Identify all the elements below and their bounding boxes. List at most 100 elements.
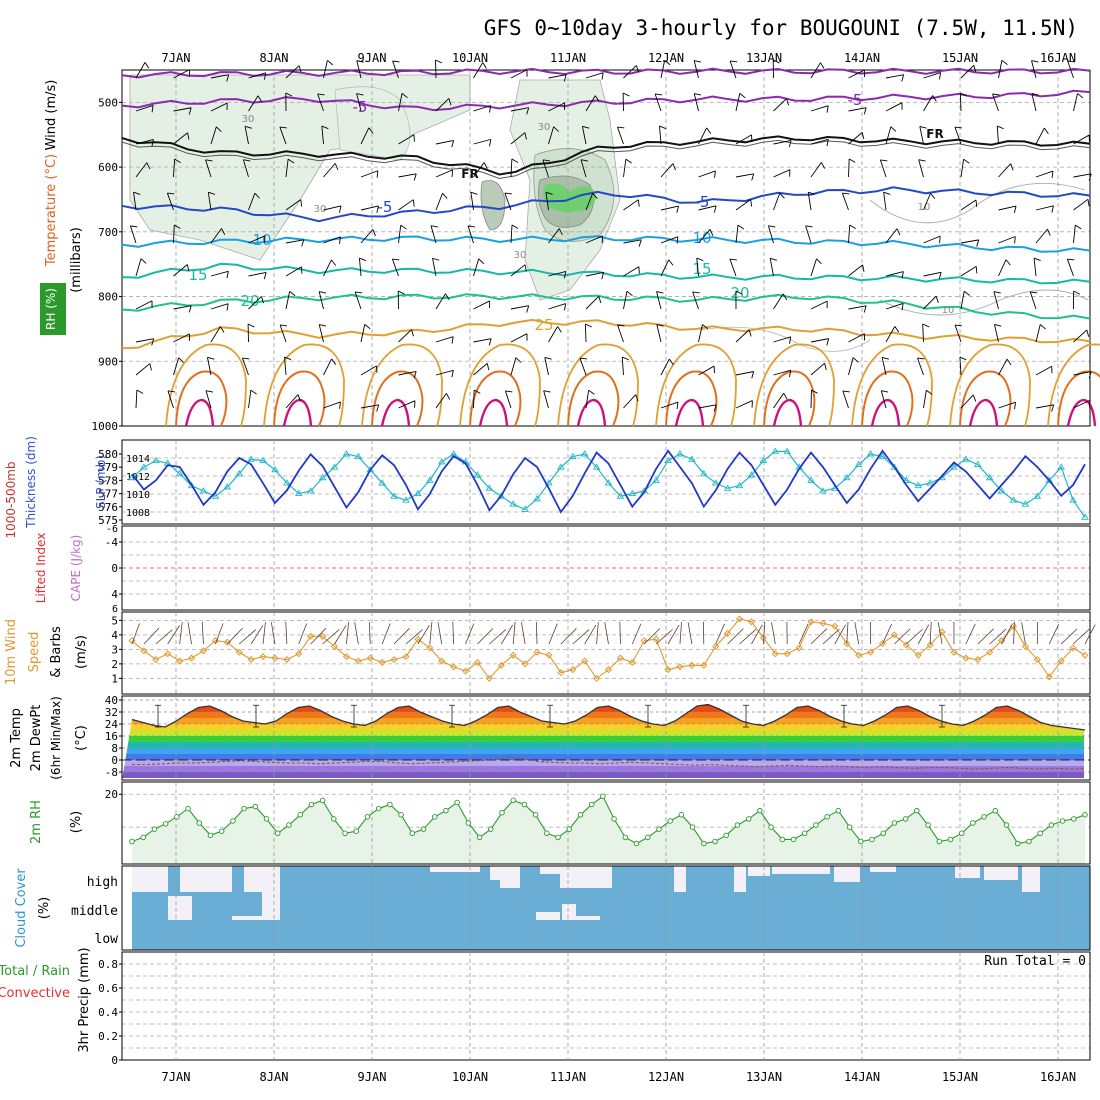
wind-barb — [285, 239, 304, 244]
wind-barb — [604, 622, 609, 645]
wind-speed-point — [724, 629, 732, 637]
isotherm-25-loop — [753, 343, 835, 427]
ylabel-2m-temp: 2m Temp — [9, 708, 24, 768]
wind-barb-flag — [526, 305, 530, 313]
wind-barb — [173, 107, 192, 112]
y-tick-label: 2 — [111, 658, 118, 671]
wind-barb — [279, 324, 287, 343]
wind-barb — [452, 622, 455, 645]
wind-barb-flag — [939, 72, 942, 80]
date-label-top: 15JAN — [942, 51, 978, 65]
wind-barb — [360, 205, 379, 211]
wind-barb — [317, 93, 324, 112]
thickness-point — [509, 500, 517, 507]
wind-barb — [762, 622, 766, 645]
date-label-top: 13JAN — [746, 51, 782, 65]
y-tick-label: 0 — [111, 754, 118, 767]
wind-barb — [822, 628, 840, 645]
rh-point — [701, 840, 707, 847]
wind-barb-flag — [954, 324, 963, 327]
thickness-point — [485, 484, 494, 491]
rh-point — [409, 830, 416, 837]
wind-barb-flag — [617, 126, 625, 129]
rh-point — [633, 840, 640, 847]
wind-barb — [473, 105, 491, 112]
wind-barb — [1073, 225, 1076, 244]
wind-barb — [510, 333, 528, 343]
wind-barb-flag — [400, 224, 407, 230]
wind-barb — [619, 621, 621, 645]
thickness-point — [271, 465, 279, 473]
thickness-point — [664, 456, 672, 464]
isotherm-label: FR — [926, 127, 943, 141]
wind-barb-flag — [467, 225, 476, 228]
wind-barb-flag — [563, 271, 567, 279]
wind-barb-flag — [729, 258, 737, 261]
wind-barb-flag — [300, 199, 303, 207]
rh-point — [174, 814, 180, 820]
rh-point — [958, 830, 965, 837]
wind-barb — [210, 126, 217, 145]
wind-barb-flag — [1030, 291, 1038, 294]
wind-barb-flag — [392, 60, 400, 63]
wind-barb-flag — [413, 173, 417, 181]
wind-barb-flag — [412, 199, 415, 207]
rh-point — [656, 826, 662, 832]
wind-barb-flag — [178, 357, 184, 363]
wind-barb — [143, 627, 160, 645]
thickness-point — [1069, 496, 1077, 503]
thickness-point — [997, 487, 1006, 494]
wind-barb — [346, 622, 350, 645]
date-label-top: 16JAN — [1040, 51, 1076, 65]
wind-barb-flag — [773, 59, 780, 64]
rh-point — [230, 818, 236, 824]
wind-barb-flag — [392, 258, 400, 261]
wind-speed-point — [902, 641, 910, 649]
thickness-point — [735, 481, 744, 489]
wind-barb-flag — [882, 356, 890, 360]
wind-barb-flag — [692, 291, 700, 294]
wind-speed-point — [783, 650, 791, 658]
rh-point — [678, 812, 685, 818]
wind-barb-flag — [863, 107, 867, 115]
wind-barb-flag — [849, 224, 856, 230]
wind-barb-flag — [659, 125, 667, 130]
thickness-point — [652, 476, 660, 483]
wind-speed-point — [1057, 657, 1065, 665]
wind-barb — [1021, 622, 1026, 645]
wind-barb-flag — [515, 357, 522, 363]
wind-barb — [173, 264, 188, 277]
wind-barb-flag — [922, 323, 930, 328]
wind-barb — [1048, 623, 1060, 645]
wind-barb-flag — [580, 159, 589, 162]
wind-barb-flag — [601, 72, 604, 80]
cloud-middle-segment — [232, 916, 262, 920]
wind-barb — [500, 624, 513, 645]
wind-barb-flag — [1001, 59, 1008, 65]
wind-barb-flag — [279, 126, 287, 129]
wind-barb-flag — [208, 191, 216, 195]
thickness-point — [902, 476, 911, 483]
wind-barb — [473, 258, 480, 277]
rh-point — [577, 812, 584, 818]
wind-speed-point — [497, 661, 505, 669]
y-tick-label: 900 — [98, 355, 118, 368]
thickness-point — [878, 452, 887, 460]
wind-barb — [810, 300, 828, 310]
wind-barb-flag — [564, 303, 567, 311]
wind-barb-flag — [1051, 404, 1055, 412]
wind-barb-flag — [558, 228, 563, 236]
cloud-high-segment — [834, 866, 860, 882]
wind-barb-flag — [751, 173, 755, 181]
wind-barb — [659, 126, 662, 145]
isotherm-25-loop — [557, 343, 639, 427]
isotherm-25-loop — [949, 343, 1031, 427]
wind-speed-point — [533, 648, 541, 656]
wind-barb — [179, 622, 183, 645]
wind-barb-flag — [808, 191, 816, 195]
wind-barb — [435, 293, 446, 310]
wind-barb — [207, 192, 212, 211]
wind-barb-flag — [368, 127, 374, 134]
y-tick-label: 0 — [111, 1054, 118, 1067]
wind-barb — [585, 193, 594, 211]
